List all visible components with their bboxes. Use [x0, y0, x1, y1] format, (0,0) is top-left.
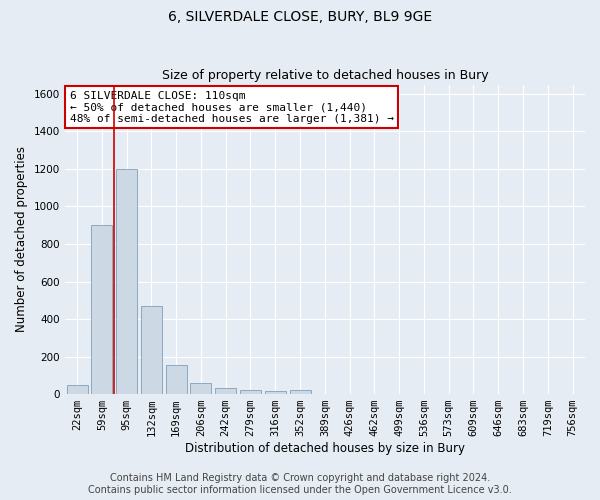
Bar	[215, 388, 236, 394]
Bar	[290, 390, 311, 394]
Title: Size of property relative to detached houses in Bury: Size of property relative to detached ho…	[161, 69, 488, 82]
Bar	[240, 390, 261, 394]
Bar	[67, 384, 88, 394]
Bar	[166, 365, 187, 394]
Text: 6, SILVERDALE CLOSE, BURY, BL9 9GE: 6, SILVERDALE CLOSE, BURY, BL9 9GE	[168, 10, 432, 24]
Bar	[190, 383, 211, 394]
Bar	[265, 392, 286, 394]
Y-axis label: Number of detached properties: Number of detached properties	[15, 146, 28, 332]
Bar	[91, 225, 112, 394]
Bar	[141, 306, 162, 394]
X-axis label: Distribution of detached houses by size in Bury: Distribution of detached houses by size …	[185, 442, 465, 455]
Bar	[116, 169, 137, 394]
Text: Contains HM Land Registry data © Crown copyright and database right 2024.
Contai: Contains HM Land Registry data © Crown c…	[88, 474, 512, 495]
Text: 6 SILVERDALE CLOSE: 110sqm
← 50% of detached houses are smaller (1,440)
48% of s: 6 SILVERDALE CLOSE: 110sqm ← 50% of deta…	[70, 90, 394, 124]
